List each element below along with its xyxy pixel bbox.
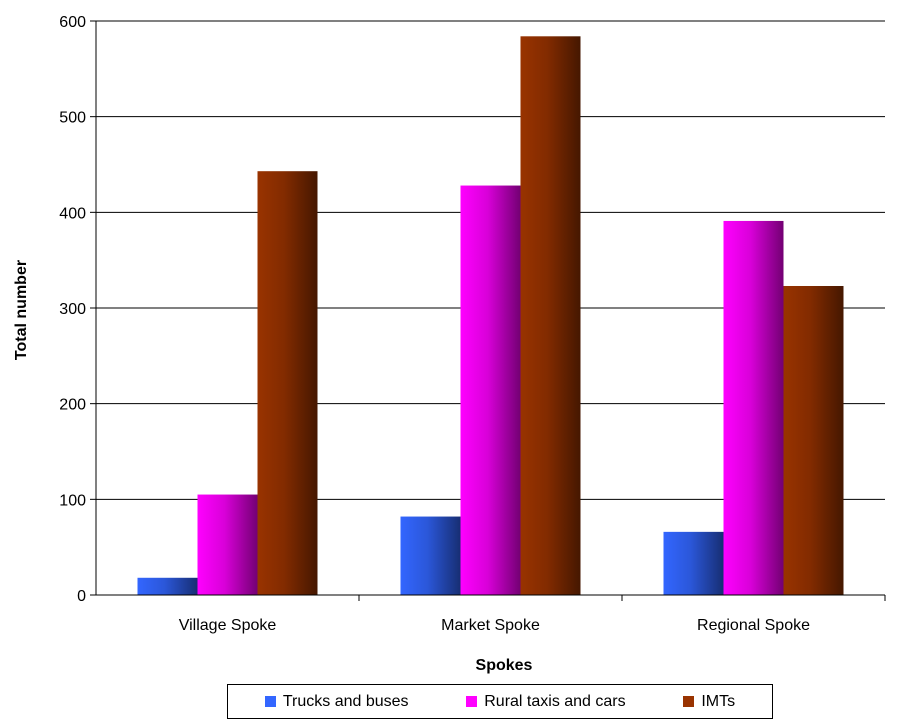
- bar-imts-regional-spoke: [783, 285, 844, 595]
- y-tick-label: 400: [59, 205, 86, 222]
- y-tick-label: 300: [59, 301, 86, 318]
- legend-label-trucks: Trucks and buses: [282, 692, 409, 710]
- legend-item-taxis: Rural taxis and cars: [466, 692, 626, 711]
- bar-imts-village-spoke: [257, 171, 318, 596]
- legend-label-taxis: Rural taxis and cars: [484, 692, 626, 710]
- legend-swatch-imts: [683, 696, 695, 707]
- bar-trucks-and-buses-village-spoke: [137, 577, 198, 595]
- axes: 0 100 200 300 400 500 600 Village Spoke Market S…: [59, 14, 886, 634]
- legend-item-imts: IMTs: [683, 693, 735, 711]
- bar-rural-taxis-and-cars-village-spoke: [197, 494, 258, 595]
- x-tick-label: Market Spoke: [441, 617, 540, 634]
- bar-rural-taxis-and-cars-regional-spoke: [723, 220, 784, 595]
- legend-swatch-taxis: [466, 696, 478, 707]
- legend-label-imts: IMTs: [701, 692, 736, 710]
- bar-trucks-and-buses-market-spoke: [400, 516, 461, 595]
- y-tick-label: 0: [77, 588, 86, 605]
- legend: Trucks and buses Rural taxis and cars IM…: [227, 684, 773, 719]
- y-tick-label: 500: [59, 110, 86, 127]
- bar-imts-market-spoke: [520, 36, 581, 596]
- y-tick-label: 600: [59, 14, 86, 31]
- bars: [137, 36, 844, 596]
- bar-trucks-and-buses-regional-spoke: [663, 531, 724, 595]
- y-axis-title: Total number: [13, 260, 30, 360]
- bar-rural-taxis-and-cars-market-spoke: [460, 185, 521, 595]
- legend-item-trucks: Trucks and buses: [264, 692, 409, 711]
- x-tick-label: Village Spoke: [179, 617, 277, 634]
- y-tick-label: 200: [59, 397, 86, 414]
- x-axis-title: Spokes: [476, 657, 533, 674]
- y-tick-label: 100: [59, 492, 86, 509]
- legend-swatch-trucks: [264, 696, 276, 707]
- x-tick-label: Regional Spoke: [697, 617, 810, 634]
